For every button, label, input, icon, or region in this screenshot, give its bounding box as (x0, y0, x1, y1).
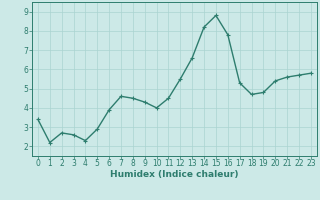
X-axis label: Humidex (Indice chaleur): Humidex (Indice chaleur) (110, 170, 239, 179)
